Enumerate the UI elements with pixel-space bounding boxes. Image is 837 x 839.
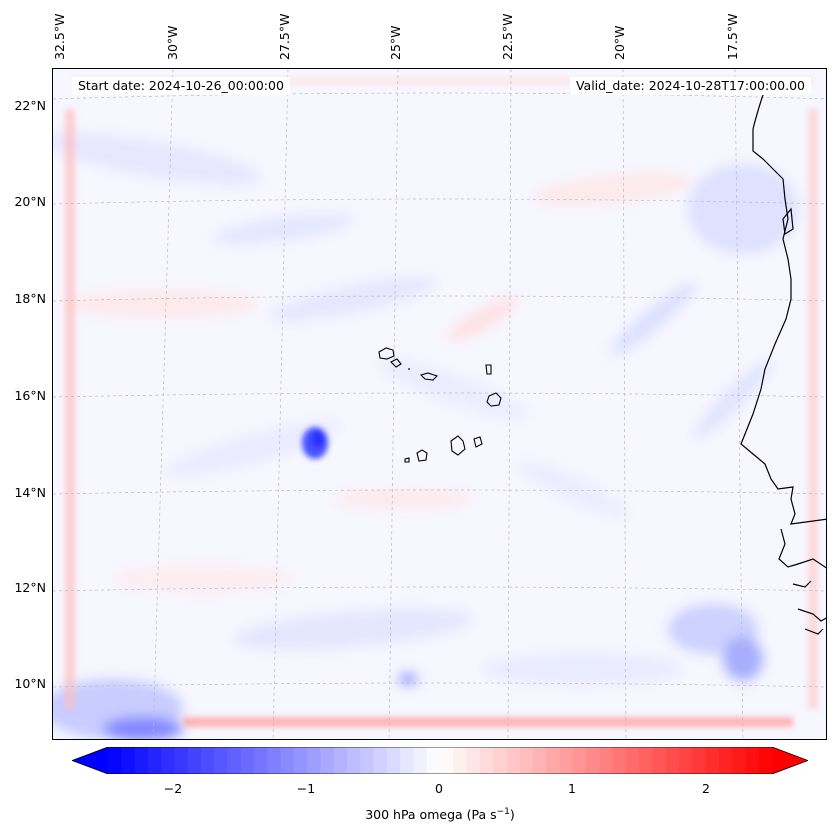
colorbar-cell [347,747,361,774]
colorbar-cell [240,747,255,774]
graticule [53,69,826,739]
colorbar-cell [625,747,640,774]
colorbar-cell [121,747,136,774]
colorbar-cell [267,747,282,774]
colorbar-tick-neg1: −1 [296,781,316,796]
strong-ascent-cell [302,427,328,459]
colorbar-cell [732,747,747,774]
colorbar-cell [453,747,468,774]
colorbar-cell [559,747,574,774]
colorbar-cell [572,747,587,774]
colorbar-cell [493,747,507,774]
colorbar-extend-max [772,747,808,774]
colorbar-cell [307,747,322,774]
lon-label-22-5w: 22.5°W [500,13,515,60]
cape-verde-islands [378,347,502,463]
colorbar-cell [108,747,122,774]
colorbar-cell [386,747,401,774]
colorbar-cell [400,747,415,774]
colorbar-cells [72,747,808,774]
colorbar-cell [293,747,308,774]
colorbar-cell [506,747,521,774]
colorbar-cell [227,747,242,774]
lon-label-27-5w: 27.5°W [277,13,292,60]
colorbar-cell [360,747,375,774]
colorbar-cell [745,747,760,774]
colorbar-cell [652,747,667,774]
colorbar-cell [280,747,295,774]
colorbar-cell [333,747,348,774]
valid-date-label: Valid_date: 2024-10-28T17:00:00.00 [569,77,811,95]
lat-label-10n: 10°N [14,676,46,691]
colorbar-label: 300 hPa omega (Pa s−1) [0,807,837,822]
lat-label-20n: 20°N [14,194,46,209]
colorbar-cell [373,747,388,774]
colorbar-cell [718,747,733,774]
colorbar-cell [214,747,229,774]
colorbar-tick-0: 0 [435,781,443,796]
lon-label-30w: 30°W [165,25,180,60]
colorbar-cell [705,747,720,774]
coastline [740,88,826,635]
colorbar-cell [758,747,773,774]
colorbar-cell [479,747,494,774]
colorbar-cell [200,747,215,774]
colorbar-cell [679,747,693,774]
colorbar-tick-neg2: −2 [163,781,183,796]
lon-label-20w: 20°W [612,25,627,60]
colorbar-cell [639,747,654,774]
colorbar-cell [426,747,441,774]
colorbar [72,747,808,774]
colorbar-label-text: 300 hPa omega (Pa s [365,807,497,823]
colorbar-cell [586,747,600,774]
colorbar-cell [254,747,268,774]
colorbar-cell [413,747,428,774]
lat-label-14n: 14°N [14,485,46,500]
boundary-bands [65,77,818,727]
colorbar-cell [546,747,561,774]
colorbar-cell [134,747,149,774]
colorbar-cell [692,747,707,774]
lon-label-32-5w: 32.5°W [52,13,67,60]
colorbar-tick-2: 2 [702,781,710,796]
colorbar-cell [161,747,175,774]
colorbar-cell [532,747,547,774]
colorbar-label-close: ) [509,807,515,823]
start-date-label: Start date: 2024-10-26_00:00:00 [72,77,290,95]
lat-label-16n: 16°N [14,388,46,403]
colorbar-extend-min [72,747,108,774]
omega-field-patches [53,132,798,739]
colorbar-cell [599,747,614,774]
colorbar-cell [519,747,534,774]
lon-label-25w: 25°W [388,25,403,60]
colorbar-cell [187,747,202,774]
lat-label-22n: 22°N [14,98,46,113]
colorbar-cell [665,747,680,774]
colorbar-cell [440,747,454,774]
lon-label-17-5w: 17.5°W [725,13,740,60]
colorbar-cell [612,747,627,774]
colorbar-cell [147,747,162,774]
map-panel [52,68,827,740]
lat-label-12n: 12°N [14,580,46,595]
colorbar-cell [320,747,335,774]
colorbar-tick-1: 1 [568,781,576,796]
lat-label-18n: 18°N [14,291,46,306]
colorbar-cell [466,747,481,774]
colorbar-label-exponent: −1 [496,807,510,817]
colorbar-cell [174,747,189,774]
omega-field-map [53,69,826,739]
